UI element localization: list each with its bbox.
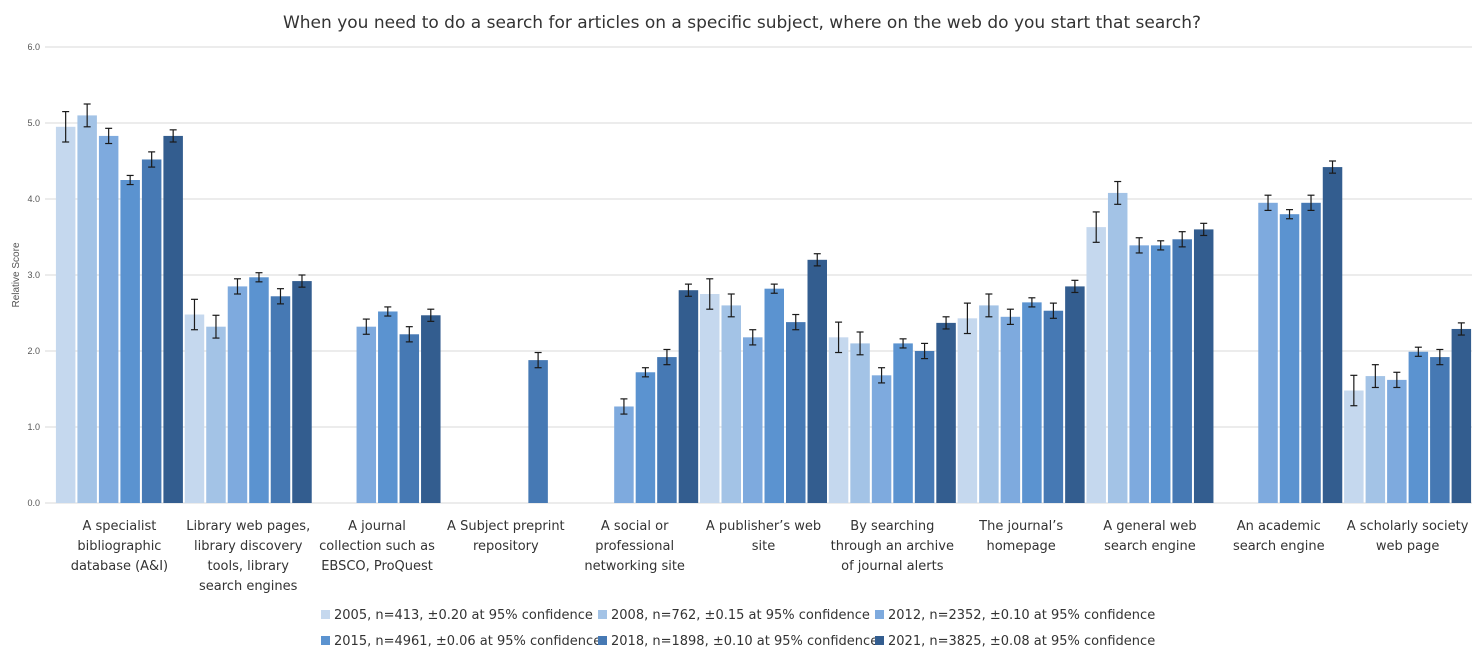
- bar: [915, 351, 935, 503]
- bar: [872, 375, 892, 503]
- x-tick-label: A journal collection such as EBSCO, ProQue…: [319, 519, 435, 574]
- bar: [228, 286, 248, 503]
- bar: [185, 315, 205, 503]
- bar: [1151, 245, 1171, 503]
- legend-label: 2008, n=762, ±0.15 at 95% confidence: [611, 608, 870, 623]
- legend-item: 2018, n=1898, ±0.10 at 95% confidence: [598, 634, 878, 649]
- bar: [786, 322, 806, 503]
- y-tick-label: 0.0: [27, 498, 40, 508]
- bar: [357, 327, 377, 503]
- bar: [1065, 286, 1085, 503]
- bar: [743, 337, 763, 503]
- bar: [1044, 311, 1064, 503]
- y-tick-label: 4.0: [27, 194, 40, 204]
- bar: [1409, 352, 1429, 503]
- bar: [1022, 302, 1042, 503]
- bar: [249, 277, 269, 503]
- bar: [1366, 376, 1386, 503]
- x-tick-label: By searching through an archive of journal…: [831, 519, 954, 574]
- bar: [700, 294, 720, 503]
- y-tick-label: 6.0: [27, 42, 40, 52]
- chart-title: When you need to do a search for article…: [283, 13, 1201, 33]
- bar: [1194, 229, 1214, 503]
- bar: [1108, 193, 1128, 503]
- legend-item: 2005, n=413, ±0.20 at 95% confidence: [321, 608, 593, 623]
- bar: [1387, 380, 1407, 503]
- legend-swatch: [598, 636, 607, 645]
- bar: [1001, 317, 1021, 503]
- bar: [378, 311, 398, 503]
- bar: [1280, 214, 1300, 503]
- x-tick-label: A general web search engine: [1103, 519, 1196, 554]
- legend-swatch: [598, 610, 607, 619]
- bar: [1129, 245, 1149, 503]
- bar: [99, 136, 119, 503]
- bar: [657, 357, 677, 503]
- legend-label: 2005, n=413, ±0.20 at 95% confidence: [334, 608, 593, 623]
- legend-item: 2012, n=2352, ±0.10 at 95% confidence: [875, 608, 1155, 623]
- bar: [614, 406, 634, 503]
- x-tick-label: An academic search engine: [1233, 519, 1325, 554]
- legend-label: 2021, n=3825, ±0.08 at 95% confidence: [888, 634, 1155, 649]
- bar: [1344, 391, 1364, 503]
- bar: [292, 281, 312, 503]
- x-axis-ticks: A specialist bibliographic database (A&I) L…: [71, 519, 1469, 594]
- bar: [1086, 227, 1106, 503]
- bar: [893, 343, 913, 503]
- bars: [56, 115, 1471, 503]
- legend-label: 2012, n=2352, ±0.10 at 95% confidence: [888, 608, 1155, 623]
- x-tick-label: A publisher’s web site: [706, 519, 821, 554]
- bar: [958, 318, 978, 503]
- y-axis-label: Relative Score: [11, 242, 22, 307]
- bar: [1258, 203, 1278, 503]
- bar: [271, 296, 291, 503]
- legend-item: 2008, n=762, ±0.15 at 95% confidence: [598, 608, 870, 623]
- y-tick-label: 1.0: [27, 422, 40, 432]
- bar: [1452, 329, 1472, 503]
- bar: [1172, 239, 1192, 503]
- bar: [77, 115, 97, 503]
- bar: [528, 360, 548, 503]
- bar: [1430, 357, 1450, 503]
- legend-swatch: [321, 636, 330, 645]
- y-tick-label: 3.0: [27, 270, 40, 280]
- bar: [142, 159, 162, 503]
- legend: 2005, n=413, ±0.20 at 95% confidence 2008…: [321, 608, 1155, 649]
- legend-item: 2021, n=3825, ±0.08 at 95% confidence: [875, 634, 1155, 649]
- bar: [979, 305, 999, 503]
- bar: [56, 127, 75, 503]
- x-tick-label: The journal’s homepage: [978, 519, 1063, 554]
- bar: [400, 334, 420, 503]
- y-tick-label: 5.0: [27, 118, 40, 128]
- bar: [120, 180, 140, 503]
- bar: [808, 260, 828, 503]
- bar: [850, 343, 870, 503]
- y-axis-ticks: 0.0 1.0 2.0 3.0 4.0 5.0 6.0: [27, 42, 40, 508]
- x-tick-label: A Subject preprint repository: [447, 519, 565, 554]
- x-tick-label: A scholarly society web page: [1347, 519, 1469, 554]
- legend-item: 2015, n=4961, ±0.06 at 95% confidence: [321, 634, 601, 649]
- bar: [163, 136, 183, 503]
- bar: [421, 315, 441, 503]
- y-tick-label: 2.0: [27, 346, 40, 356]
- bar: [636, 372, 656, 503]
- x-tick-label: Library web pages, library discovery tools…: [186, 519, 310, 594]
- bar: [679, 290, 699, 503]
- bar: [206, 327, 226, 503]
- bar: [829, 337, 849, 503]
- bar: [1301, 203, 1321, 503]
- x-tick-label: A specialist bibliographic database (A&I): [71, 519, 168, 574]
- legend-swatch: [875, 636, 884, 645]
- bar: [936, 323, 956, 503]
- legend-label: 2018, n=1898, ±0.10 at 95% confidence: [611, 634, 878, 649]
- legend-swatch: [321, 610, 330, 619]
- bar: [1323, 167, 1343, 503]
- x-tick-label: A social or professional networking site: [584, 519, 685, 574]
- legend-label: 2015, n=4961, ±0.06 at 95% confidence: [334, 634, 601, 649]
- bar: [722, 305, 742, 503]
- legend-swatch: [875, 610, 884, 619]
- bar: [765, 289, 785, 503]
